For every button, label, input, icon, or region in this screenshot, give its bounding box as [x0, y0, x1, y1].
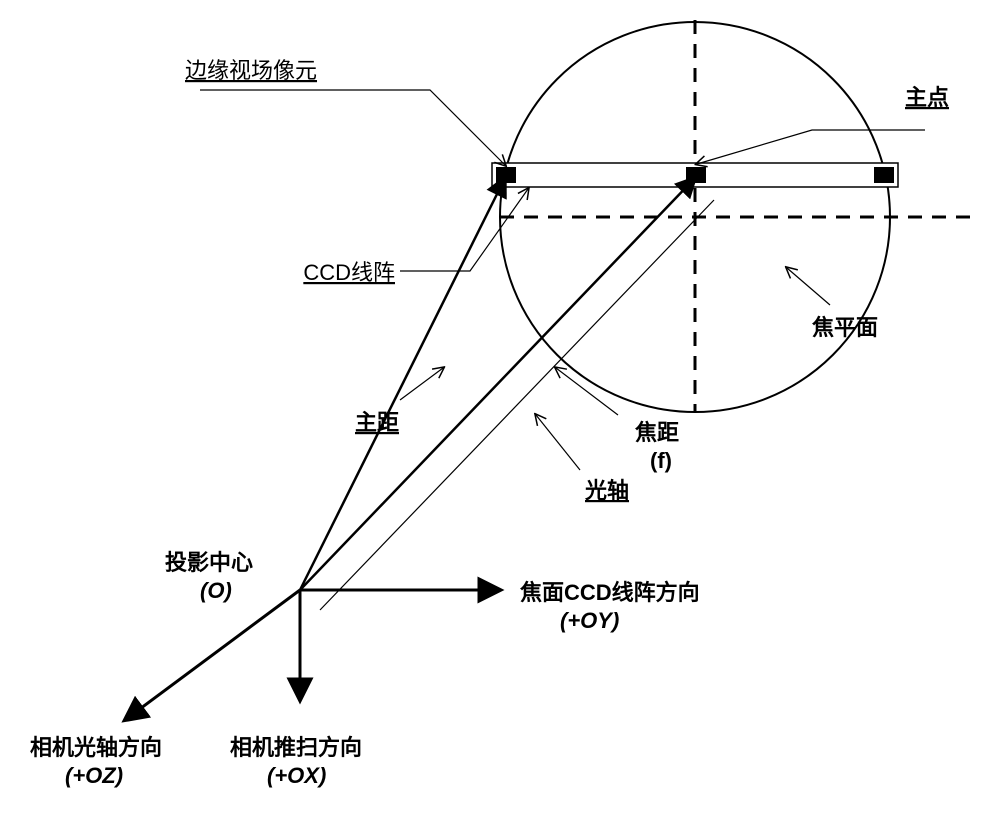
label-axis-oz: 相机光轴方向 — [30, 735, 162, 760]
label-focal-length-sub: (f) — [650, 448, 672, 473]
label-edge-pixel: 边缘视场像元 — [185, 58, 317, 83]
label-principal-point: 主点 — [905, 85, 949, 110]
label-optical-axis: 光轴 — [584, 478, 629, 503]
label-projection-center: 投影中心 — [165, 550, 253, 575]
label-ccd-array: CCD线阵 — [303, 260, 395, 285]
label-axis-oz-sub: (+OZ) — [65, 763, 123, 788]
edge-fov-pixel-right — [874, 167, 894, 183]
label-focal-length: 焦距 — [634, 420, 679, 445]
label-projection-center-sub: (O) — [200, 578, 232, 603]
label-axis-ox-sub: (+OX) — [267, 763, 326, 788]
label-axis-ox: 相机推扫方向 — [230, 735, 362, 760]
ray-to-edge-pixel — [300, 178, 505, 590]
axis-oz — [125, 590, 300, 720]
callout-focal-plane — [787, 268, 830, 305]
callout-optical-axis — [536, 415, 580, 470]
label-focal-plane: 焦平面 — [811, 315, 878, 340]
ray-to-principal-point — [300, 178, 695, 590]
camera-geometry-diagram: 边缘视场像元 主点 CCD线阵 焦平面 主距 焦距 (f) 光轴 投影中心 (O… — [0, 0, 1000, 826]
label-principal-distance: 主距 — [355, 410, 399, 435]
label-axis-oy-sub: (+OY) — [560, 608, 619, 633]
callout-principal-point — [697, 130, 925, 164]
edge-fov-pixel-left — [496, 167, 516, 183]
label-axis-oy: 焦面CCD线阵方向 — [519, 580, 700, 605]
callout-principal-distance — [400, 368, 443, 400]
principal-point-pixel — [686, 167, 706, 183]
callout-edge-pixel — [200, 90, 505, 165]
